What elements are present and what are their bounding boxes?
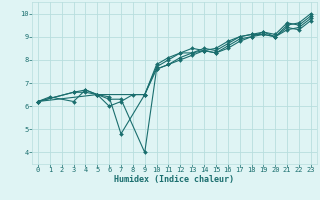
X-axis label: Humidex (Indice chaleur): Humidex (Indice chaleur) bbox=[115, 175, 234, 184]
